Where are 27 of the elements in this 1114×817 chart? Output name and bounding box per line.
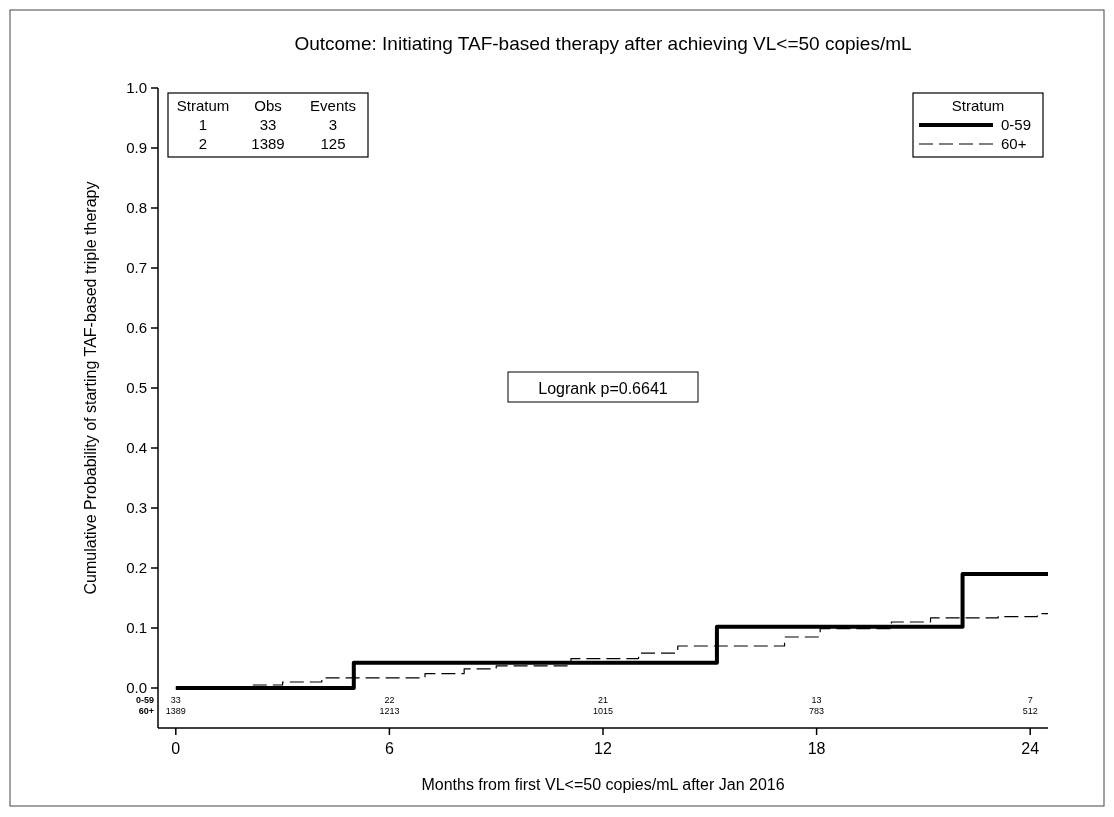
y-tick-label: 0.6 <box>126 319 147 337</box>
x-axis-title: Months from first VL<=50 copies/mL after Jan 2016 <box>421 776 785 793</box>
x-tick-label: 24 <box>1021 740 1040 757</box>
x-tick-label: 12 <box>594 740 612 757</box>
y-tick-label: 0.2 <box>126 559 147 577</box>
y-tick-label: 0.3 <box>126 499 147 517</box>
y-tick-label: 0.0 <box>126 679 147 697</box>
y-tick-label: 0.7 <box>126 259 147 277</box>
note-box: Logrank p=0.6641 <box>507 371 699 403</box>
y-tick-label: 0.4 <box>126 439 147 457</box>
legend-label: 60+ <box>1001 135 1027 153</box>
y-tick-label: 1.0 <box>126 79 147 97</box>
annotation: Logrank p=0.6641 <box>538 379 668 397</box>
y-tick-label: 0.5 <box>126 379 147 397</box>
y-tick-label: 0.1 <box>126 619 147 637</box>
x-tick-label: 0 <box>171 740 181 757</box>
text: 60+ 1389 1213 1015 783 512 <box>138 706 1038 716</box>
y-tick-label: 0.9 <box>126 139 147 157</box>
y-tick-label: 0.8 <box>126 199 147 217</box>
summary-table: Stratum Obs Events 1 33 3 2 1389 125 <box>167 92 369 158</box>
chart-title: Outcome: Initiating TAF-based therapy after achieving VL<=50 copies/mL <box>294 33 912 54</box>
legend-title: Stratum <box>951 97 1005 114</box>
x-tick-label: 6 <box>384 740 394 757</box>
legend-label: 0-59 <box>1001 116 1032 134</box>
y-axis-title: Cumulative Probability of starting TAF-based triple therapy <box>82 181 99 595</box>
text: 0-59 33 22 21 13 7 <box>135 695 1033 705</box>
x-tick-label: 18 <box>807 740 826 757</box>
